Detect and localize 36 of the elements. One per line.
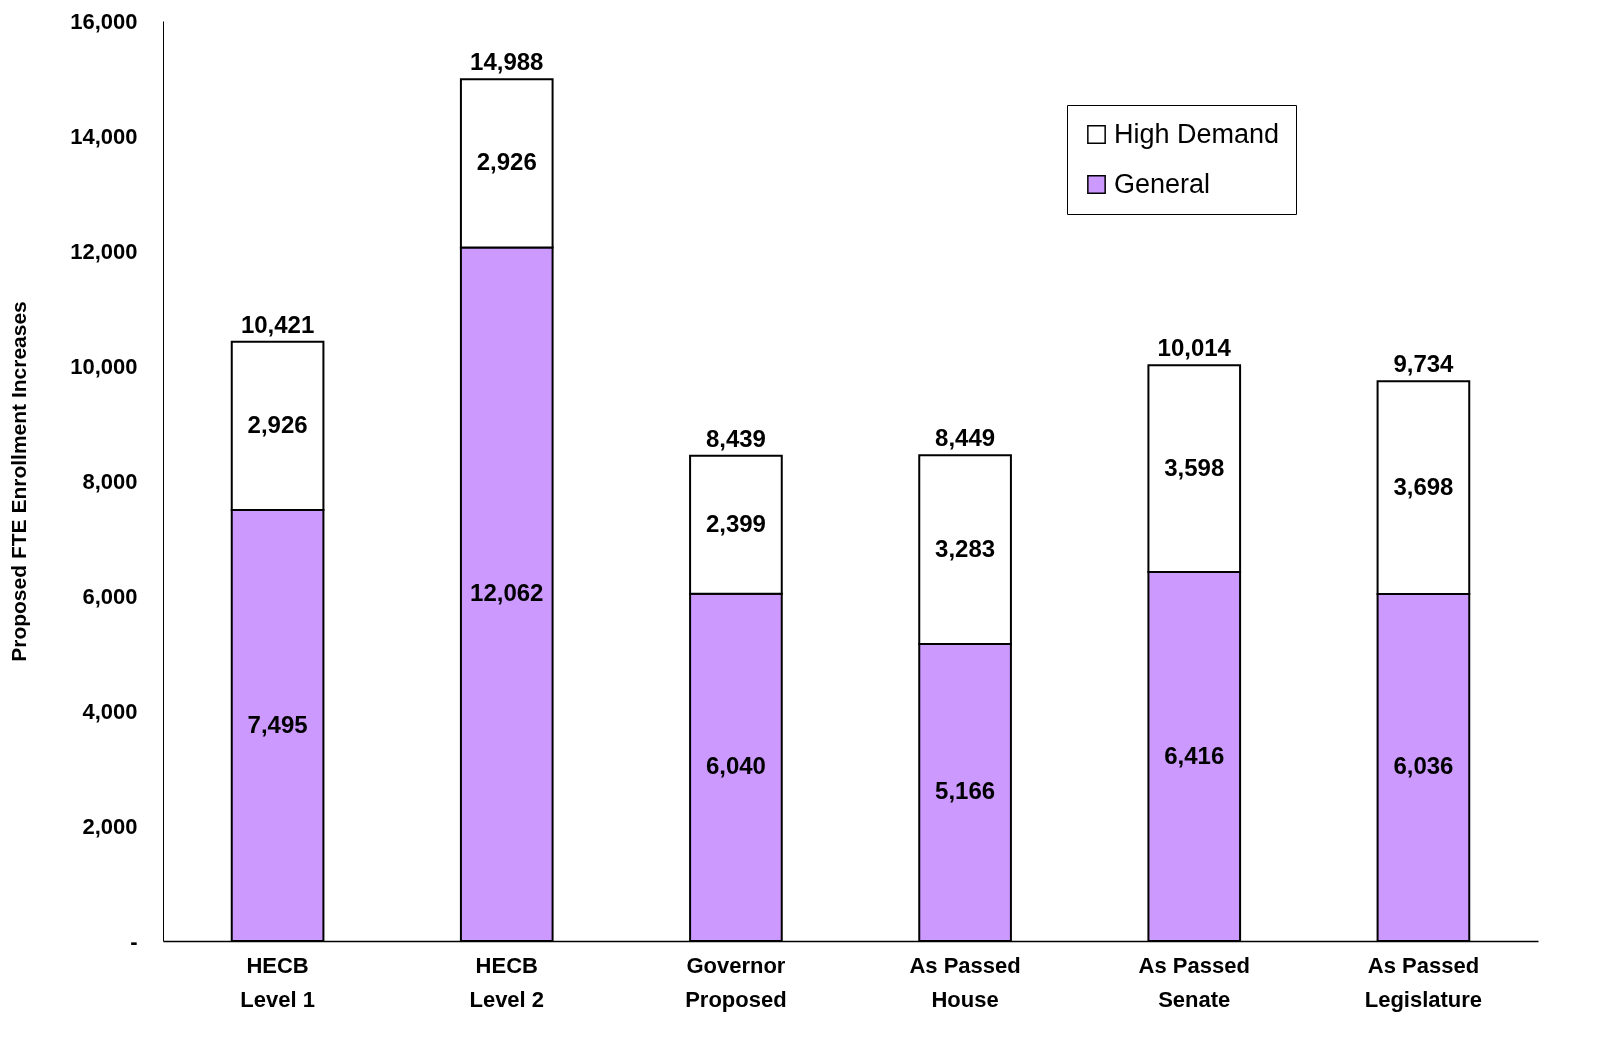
x-tick-label: As Passed Senate [1138,952,1250,1012]
data-label: 6,036 [1393,752,1454,780]
x-tick-label: As Passed House [909,952,1021,1012]
data-label: 3,698 [1393,472,1454,500]
total-label: 8,449 [935,424,996,452]
data-label: 3,598 [1164,453,1225,481]
total-label: 10,014 [1157,334,1232,362]
data-label: 5,166 [935,777,996,805]
x-tick-label: HECB Level 1 [240,952,315,1012]
total-label: 9,734 [1393,350,1455,378]
y-tick-label: 2,000 [82,813,138,839]
total-label: 14,988 [470,48,544,76]
x-tick-label: As Passed Legislature [1364,952,1483,1012]
total-label: 8,439 [705,424,766,452]
legend-label: General [1114,168,1211,199]
data-label: 2,926 [247,410,308,438]
y-tick-label: 14,000 [70,123,138,149]
legend-label: High Demand [1114,118,1280,149]
data-label: 6,416 [1164,741,1225,769]
data-label: 6,040 [705,752,766,780]
data-label: 12,062 [470,579,544,607]
data-label: 7,495 [247,710,308,738]
x-tick-label: HECB Level 2 [469,952,545,1012]
data-label: 3,283 [935,534,996,562]
data-label: 2,926 [476,148,537,176]
y-tick-label: 16,000 [70,8,138,34]
y-tick-label: 6,000 [82,583,138,609]
y-tick-label: 4,000 [82,698,138,724]
y-tick-label: - [130,928,138,954]
data-label: 2,399 [705,509,766,537]
y-tick-label: 12,000 [70,238,138,264]
x-tick-label: Governor Proposed [685,952,787,1012]
y-axis-title: Proposed FTE Enrollment Increases [7,301,31,662]
y-tick-label: 8,000 [82,468,138,494]
total-label: 10,421 [240,310,315,338]
y-tick-label: 10,000 [70,353,138,379]
